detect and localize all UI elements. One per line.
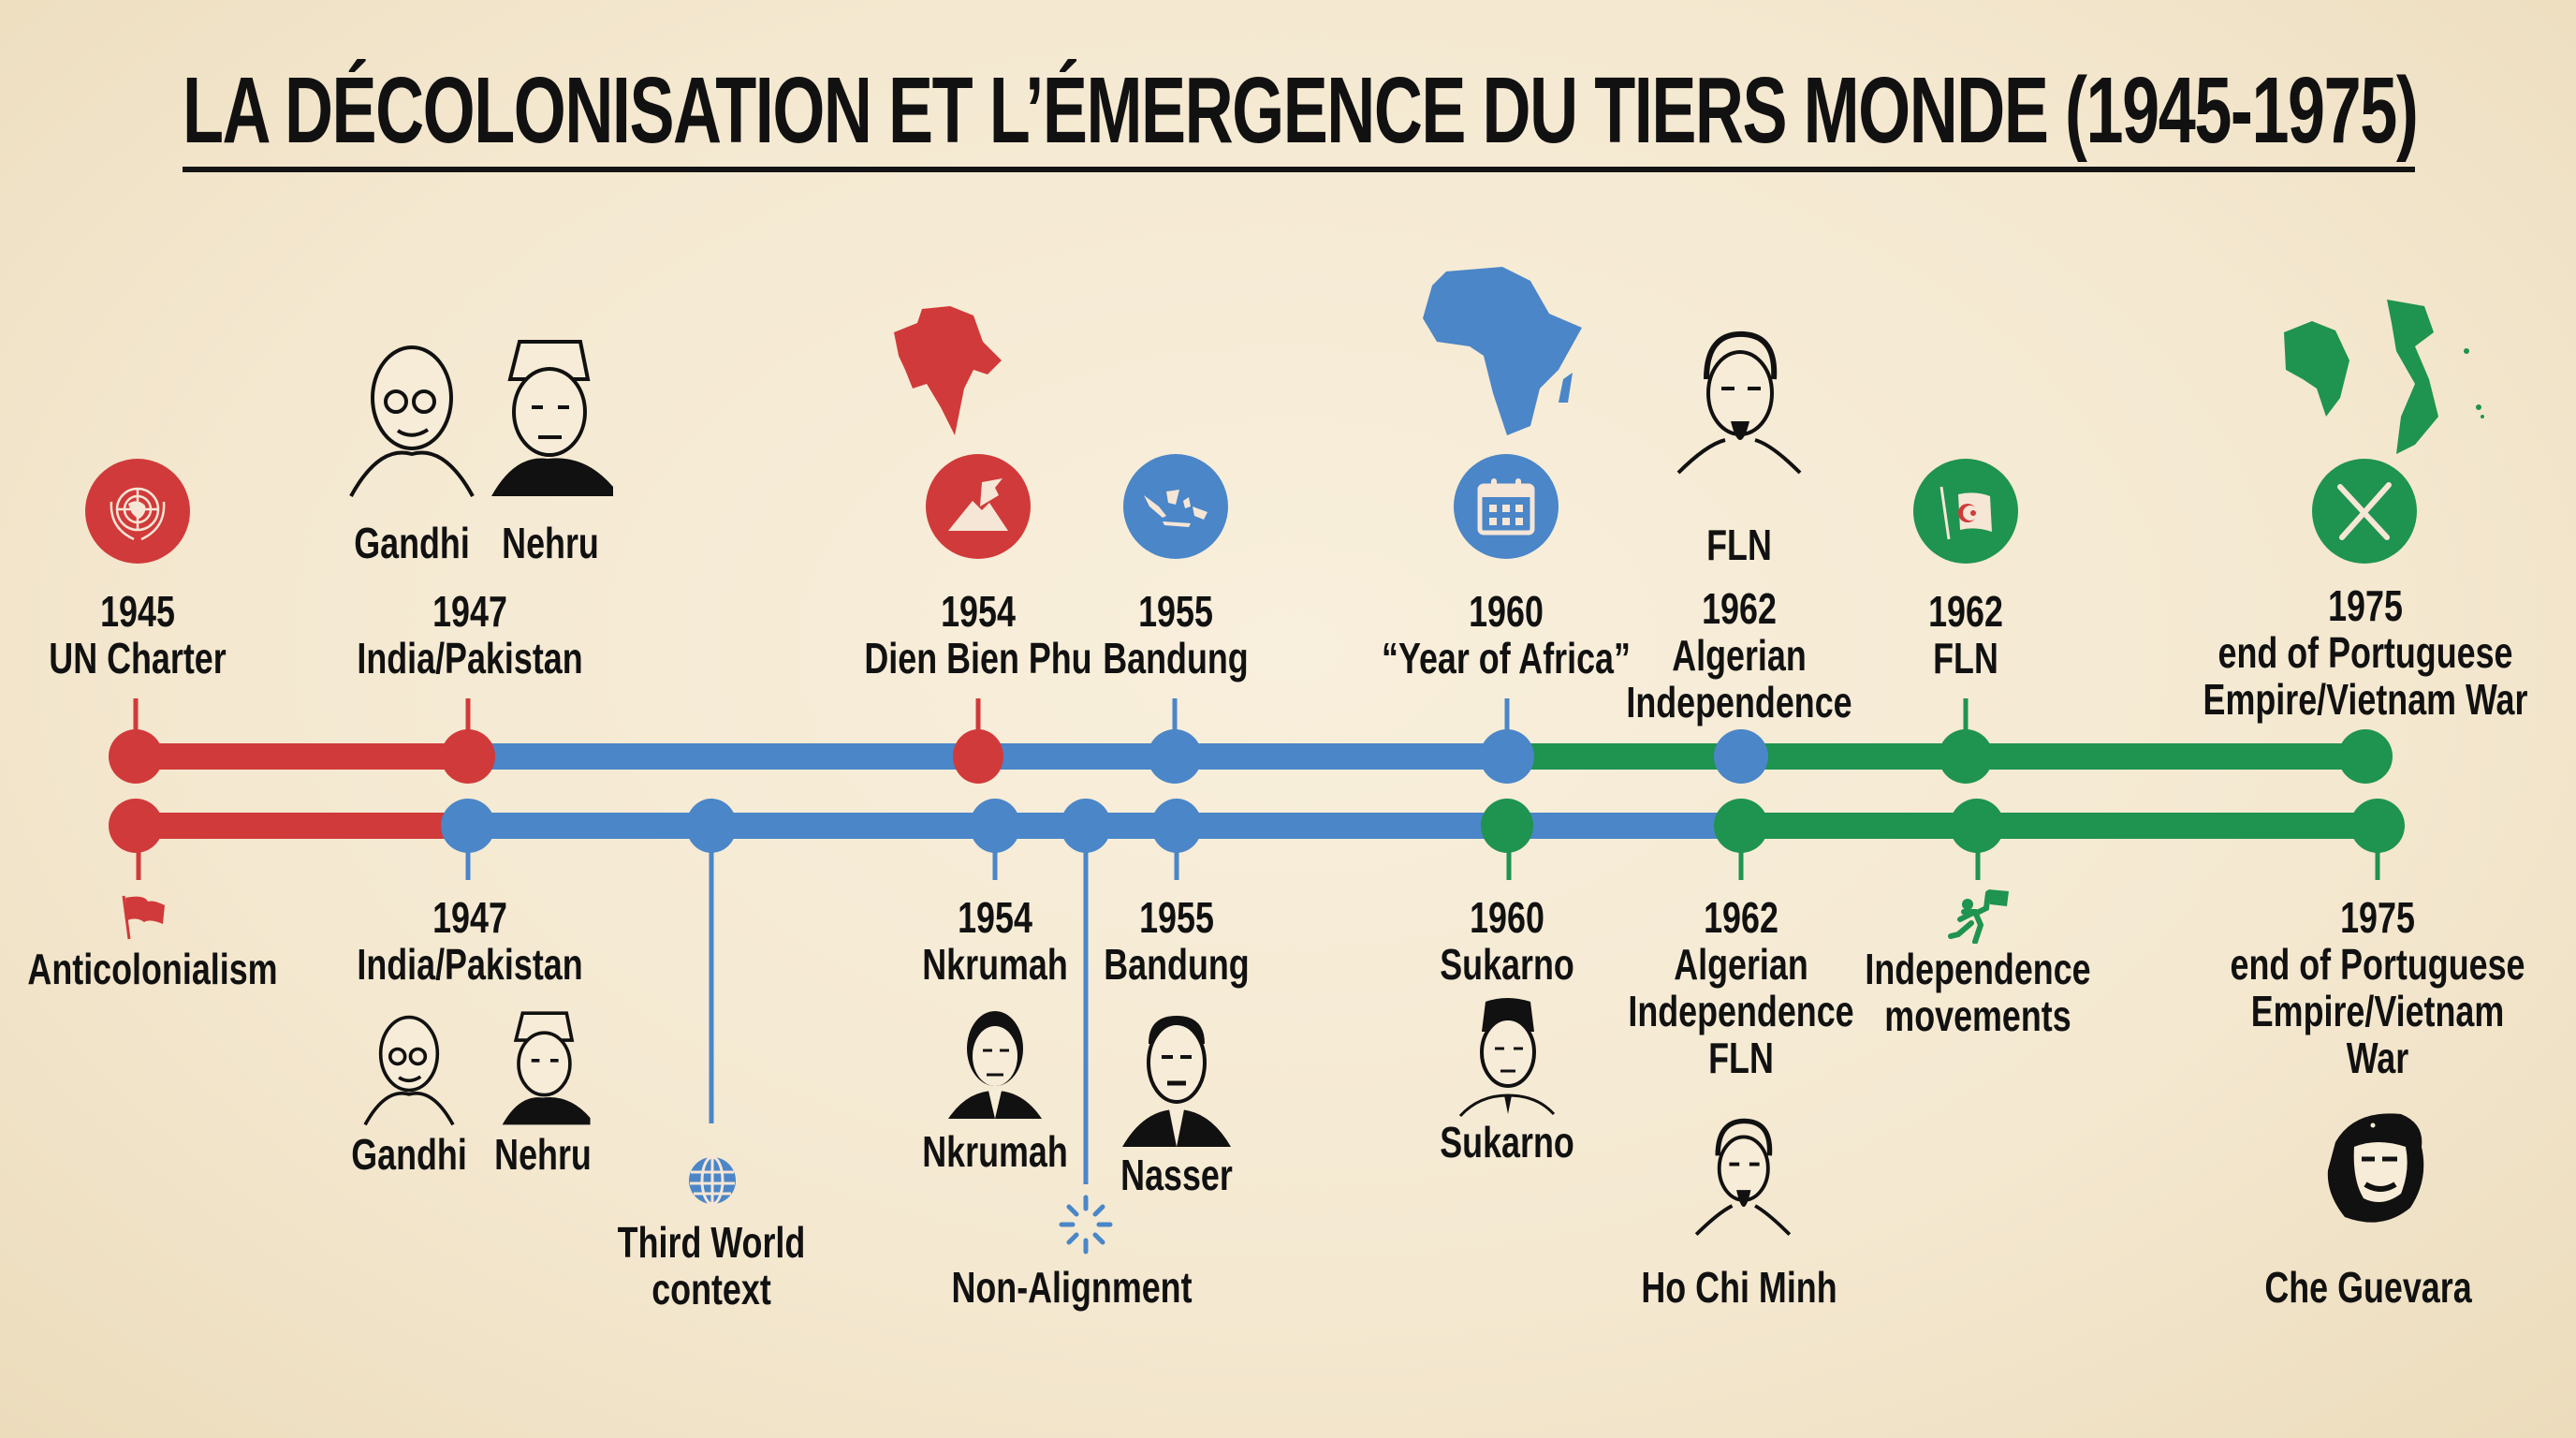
nkrumah-caption: Nkrumah [922, 1127, 1068, 1176]
lower-node-1962[interactable] [1714, 799, 1768, 853]
che-guevara-portrait-icon [2317, 1105, 2438, 1236]
lower-node-anticolonialism[interactable] [109, 799, 163, 853]
ho-chi-minh-portrait-icon [1669, 323, 1809, 496]
lower-stem-third-world [709, 843, 714, 1123]
lower-stem-1947 [465, 843, 471, 880]
nasser-portrait-icon [1120, 1006, 1233, 1156]
event-1947-label: 1947 India/Pakistan [357, 587, 583, 682]
lower-node-1975[interactable] [2350, 799, 2405, 853]
lower-stem-1960 [1506, 843, 1512, 880]
event-1947-lower-label: 1947 India/Pakistan [357, 893, 583, 989]
crossed-rifles-icon [2312, 459, 2417, 564]
lower-track-segment-red [136, 813, 468, 839]
nehru-portrait-icon [477, 332, 618, 506]
upper-stem-1947 [465, 698, 471, 736]
lower-track-segment-green [1741, 813, 2378, 839]
event-1954-lower-label: 1954 Nkrumah [922, 893, 1068, 989]
south-asia-map-icon [885, 304, 1006, 449]
title-underline [183, 167, 2415, 172]
upper-node-1962-algeria[interactable] [1714, 729, 1768, 784]
lower-node-non-alignment[interactable] [1061, 799, 1111, 853]
ho-chi-minh-caption: Ho Chi Minh [1641, 1263, 1837, 1312]
lower-node-1960[interactable] [1481, 799, 1533, 853]
mountain-flag-icon [926, 454, 1031, 559]
upper-stem-1954 [975, 698, 981, 736]
running-flag-icon [1947, 888, 2012, 948]
sukarno-portrait-icon [1456, 994, 1559, 1125]
un-emblem-icon [85, 459, 190, 564]
event-1945-label: 1945 UN Charter [49, 587, 227, 682]
lower-stem-1954 [992, 843, 998, 880]
lower-node-1955[interactable] [1151, 799, 1202, 853]
event-1955-lower-label: 1955 Bandung [1104, 893, 1250, 989]
page-title: LA DÉCOLONISATION ET L’ÉMERGENCE DU TIER… [183, 58, 2419, 163]
africa-vietnam-map-icon [2275, 295, 2518, 477]
che-guevara-caption: Che Guevara [2264, 1263, 2472, 1312]
anticolonialism-label: Anticolonialism [27, 945, 278, 993]
red-flag-icon [116, 894, 172, 946]
sukarno-caption: Sukarno [1440, 1118, 1574, 1167]
non-alignment-label: Non-Alignment [951, 1263, 1193, 1312]
lower-node-1954[interactable] [970, 799, 1020, 853]
event-1975-lower-label: 1975 end of Portuguese Empire/Vietnam Wa… [2230, 893, 2525, 1082]
calendar-icon [1454, 454, 1559, 559]
nehru-portrait-lower-icon [491, 1006, 594, 1133]
upper-node-1947[interactable] [441, 729, 495, 784]
lower-stem-1962 [1738, 843, 1744, 880]
event-1954-upper-label: 1954 Dien Bien Phu [864, 587, 1092, 682]
event-1962-upper-label: 1962 Algerian Independence [1626, 584, 1852, 726]
upper-node-1960[interactable] [1480, 729, 1534, 784]
globe-icon [686, 1153, 739, 1212]
lower-stem-1975 [2375, 843, 2380, 880]
upper-node-1975[interactable] [2338, 729, 2393, 784]
lower-node-third-world[interactable] [686, 799, 737, 853]
burst-icon [1058, 1194, 1114, 1260]
upper-node-1954[interactable] [953, 729, 1003, 784]
lower-node-independence[interactable] [1950, 799, 2004, 853]
gandhi-portrait-icon [342, 332, 482, 506]
nehru-caption-lower: Nehru [494, 1130, 592, 1179]
third-world-label: Third World context [617, 1218, 806, 1313]
lower-stem-anticolonialism [136, 843, 141, 880]
ho-chi-minh-portrait-lower-icon [1690, 1109, 1797, 1264]
event-1962-lower-label: 1962 Algerian Independence FLN [1628, 893, 1854, 1082]
upper-node-1962-fln[interactable] [1939, 729, 1993, 784]
event-1955-upper-label: 1955 Bandung [1103, 587, 1249, 682]
gandhi-caption-lower: Gandhi [351, 1130, 467, 1179]
upper-stem-1945 [133, 698, 139, 736]
algerian-flag-icon [1913, 459, 2018, 564]
fln-caption-upper: FLN [1706, 521, 1772, 569]
event-1960-lower-label: 1960 Sukarno [1440, 893, 1574, 989]
upper-node-1955[interactable] [1148, 729, 1202, 784]
upper-stem-1962-fln [1963, 698, 1969, 736]
upper-stem-1955 [1172, 698, 1178, 736]
independence-movements-label: Independence movements [1865, 945, 2091, 1040]
gandhi-caption: Gandhi [354, 519, 470, 567]
nkrumah-portrait-icon [944, 1002, 1046, 1128]
nasser-caption: Nasser [1120, 1151, 1233, 1199]
lower-stem-non-alignment [1083, 843, 1089, 1184]
event-1960-upper-label: 1960 “Year of Africa” [1382, 587, 1631, 682]
africa-map-icon [1418, 262, 1587, 445]
lower-node-1947[interactable] [441, 799, 495, 853]
upper-node-1945[interactable] [109, 729, 163, 784]
upper-stem-1960 [1504, 698, 1510, 736]
event-1975-upper-label: 1975 end of Portuguese Empire/Vietnam Wa… [2203, 581, 2528, 724]
event-1962-fln-label: 1962 FLN [1928, 587, 2003, 682]
nehru-caption: Nehru [502, 519, 599, 567]
gandhi-portrait-lower-icon [358, 1006, 461, 1133]
lower-stem-1955 [1174, 843, 1179, 880]
lower-stem-independence [1975, 843, 1981, 880]
indonesia-archipelago-icon [1123, 454, 1228, 559]
upper-track-segment-red [136, 743, 468, 770]
